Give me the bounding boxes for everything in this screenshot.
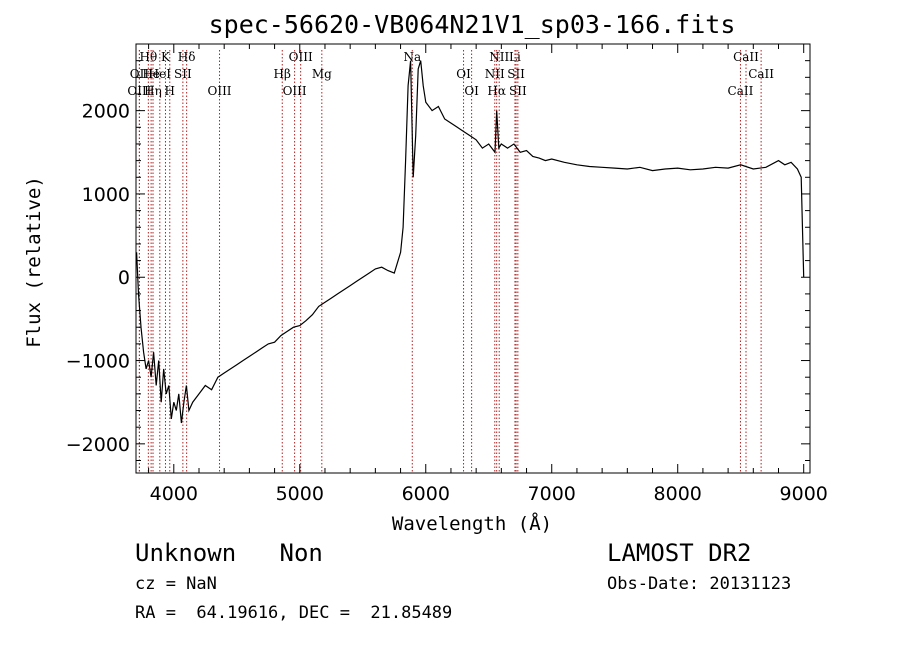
line-marker-label: Hα [487, 84, 506, 98]
line-marker-label: HeI [149, 67, 172, 81]
x-tick-label: 7000 [528, 483, 576, 505]
line-markers: Hθ OII OIII He Hη K HeI H Hδ SII OIII OIII Hβ Mg OIII N… [127, 50, 774, 473]
line-marker-label: Mg [312, 67, 332, 81]
line-marker-label: OI [456, 67, 471, 81]
line-marker-label: OIII [207, 84, 231, 98]
coords-label: RA = 64.19616, DEC = 21.85489 [135, 603, 453, 623]
y-tick-label: 0 [118, 267, 130, 289]
line-marker-label: SII [174, 67, 192, 81]
cz-label: cz = NaN [135, 574, 217, 594]
x-tick-label: 4000 [150, 483, 198, 505]
x-tick-label: 8000 [654, 483, 702, 505]
spectrum-line [136, 60, 805, 424]
line-marker-label: CaII [733, 50, 759, 64]
line-marker-label: OIII [289, 50, 313, 64]
line-marker-label: SII [509, 84, 527, 98]
line-marker-label: Li [509, 50, 521, 64]
chart-title: spec-56620-VB064N21V1_sp03-166.fits [209, 10, 736, 39]
y-tick-label: −2000 [66, 434, 130, 456]
y-axis-ticks: −2000 −1000 0 1000 2000 [66, 43, 810, 462]
class-label: Unknown Non [135, 539, 323, 567]
line-marker-label: K [161, 50, 171, 64]
y-axis-label: Flux (relative) [23, 176, 45, 348]
y-tick-label: 1000 [82, 184, 130, 206]
line-marker-label: Hθ [139, 50, 157, 64]
line-marker-label: NII [485, 67, 505, 81]
y-tick-label: −1000 [66, 351, 130, 373]
y-tick-label: 2000 [82, 101, 130, 123]
line-marker-label: Hη [144, 84, 162, 98]
line-marker-label: CaII [728, 84, 754, 98]
line-marker-label: NII [489, 50, 509, 64]
line-marker-label: He [142, 67, 160, 81]
x-axis-ticks: 4000 5000 6000 7000 8000 9000 [148, 44, 828, 505]
x-tick-label: 9000 [780, 483, 828, 505]
line-marker-label: Hδ [178, 50, 196, 64]
survey-label: LAMOST DR2 [607, 539, 752, 567]
x-axis-label: Wavelength (Å) [392, 512, 552, 535]
x-tick-label: 5000 [276, 483, 324, 505]
line-marker-label: OI [464, 84, 479, 98]
obs-date-label: Obs-Date: 20131123 [607, 574, 792, 594]
line-marker-label: CaII [748, 67, 774, 81]
line-marker-label: OIII [283, 84, 307, 98]
x-tick-label: 6000 [402, 483, 450, 505]
line-marker-label: Hβ [274, 67, 291, 81]
line-marker-label: H [165, 84, 175, 98]
line-marker-label: OII [130, 67, 150, 81]
line-marker-label: SII [507, 67, 525, 81]
line-marker-label: OIII [127, 84, 151, 98]
plot-frame [135, 43, 811, 474]
line-marker-label: Na [403, 50, 421, 64]
